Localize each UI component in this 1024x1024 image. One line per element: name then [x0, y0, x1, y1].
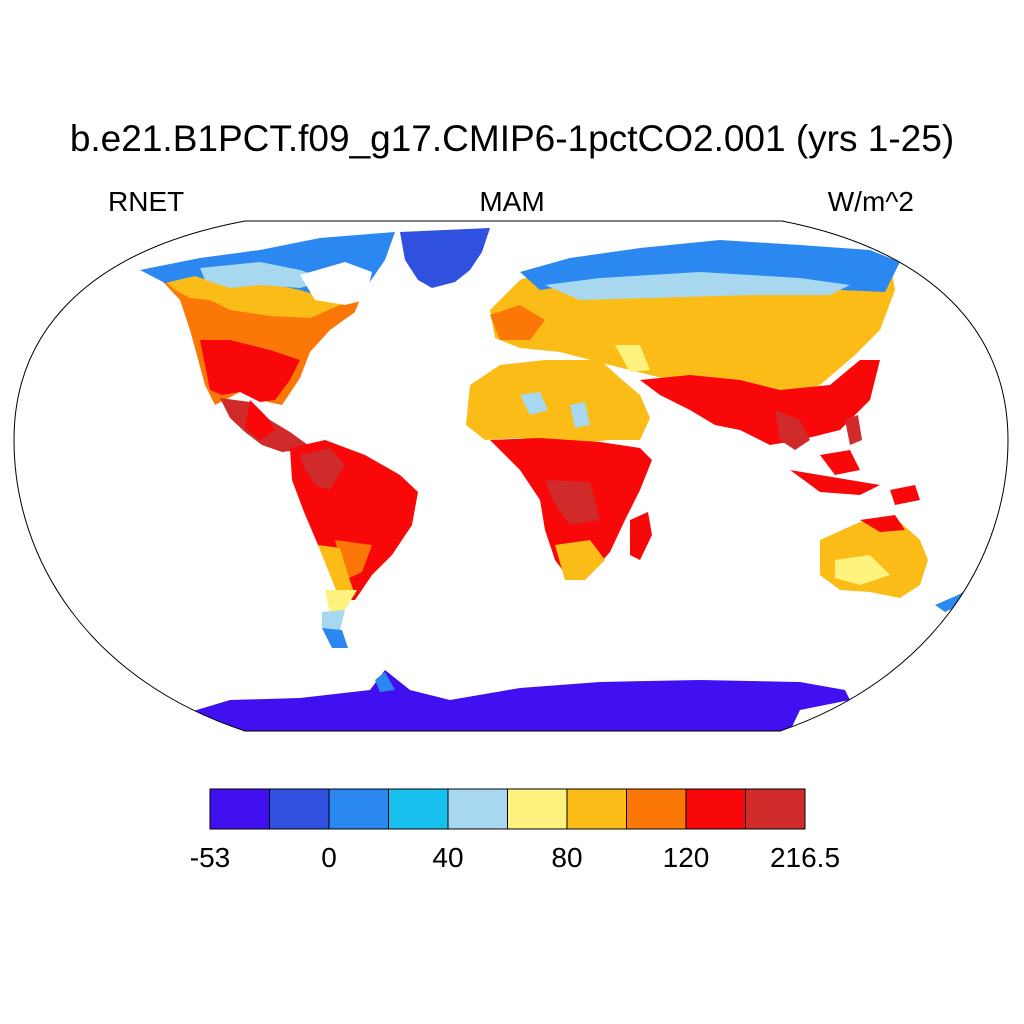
new-zealand — [935, 588, 970, 612]
colorbar-swatch — [328, 788, 389, 830]
colorbar-swatch — [447, 788, 508, 830]
units-label: W/m^2 — [827, 186, 914, 217]
maritime-continent — [790, 415, 920, 505]
colorbar-tick-label: -53 — [189, 842, 231, 873]
season-label: MAM — [479, 186, 545, 217]
colorbar-tick-label: 120 — [662, 842, 710, 873]
colorbar-swatch — [507, 788, 568, 830]
africa — [466, 360, 652, 580]
colorbar-tick-label: 80 — [551, 842, 583, 873]
colorbar-swatch — [388, 788, 449, 830]
colorbar-tick-label: 0 — [321, 842, 337, 873]
colorbar-tick-label: 40 — [432, 842, 464, 873]
eurasia — [490, 240, 900, 450]
greenland — [400, 228, 490, 288]
map-boundary — [13, 220, 1009, 732]
colorbar-swatch — [685, 788, 746, 830]
colorbar-swatch — [209, 788, 270, 830]
map-area — [14, 221, 1008, 731]
antarctica — [180, 670, 850, 731]
colorbar-swatch — [745, 788, 806, 830]
variable-label: RNET — [108, 186, 185, 217]
colorbar — [209, 788, 806, 830]
south-america — [290, 440, 418, 648]
plot-title: b.e21.B1PCT.f09_g17.CMIP6-1pctCO2.001 (y… — [69, 118, 955, 159]
colorbar-tick-label: 216.5 — [769, 842, 841, 873]
australia — [820, 515, 928, 598]
colorbar-swatch — [626, 788, 687, 830]
north-america — [140, 232, 395, 452]
madagascar — [630, 512, 652, 560]
colorbar-swatch — [566, 788, 627, 830]
colorbar-swatch — [269, 788, 330, 830]
